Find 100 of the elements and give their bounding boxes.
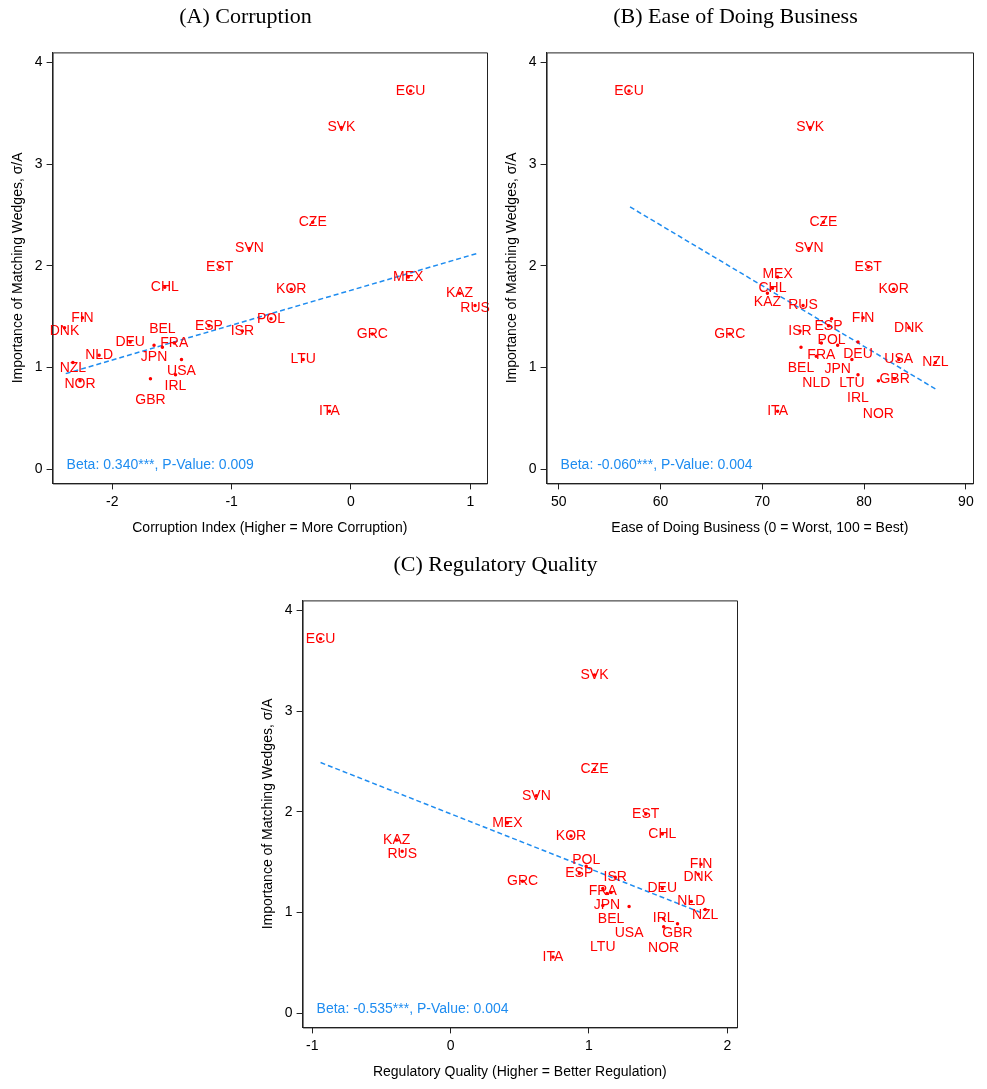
x-tick-label: 0 (347, 492, 356, 509)
y-tick-label: 4 (528, 53, 537, 70)
y-tick-label: 2 (34, 256, 43, 273)
y-tick-label: 4 (34, 53, 43, 70)
y-tick-label: 1 (34, 358, 43, 375)
data-label: CZE (298, 213, 327, 230)
y-tick-label: 2 (284, 802, 293, 819)
data-label: IRL (164, 377, 187, 394)
y-tick-label: 0 (34, 460, 43, 477)
x-tick-label: -2 (106, 492, 119, 509)
data-label: EST (632, 804, 660, 821)
data-label: RUS (387, 845, 417, 862)
x-axis-title: Corruption Index (Higher = More Corruption) (132, 519, 408, 536)
data-label: NOR (862, 404, 894, 421)
data-label: LTU (590, 938, 616, 955)
data-label: CHL (150, 278, 179, 295)
data-label: USA (167, 362, 197, 379)
data-label: KOR (878, 280, 909, 297)
data-label: EST (206, 257, 234, 274)
y-tick-label: 0 (284, 1004, 293, 1021)
data-label: NLD (677, 892, 706, 909)
data-label: ITA (542, 947, 565, 964)
data-label: SVN (235, 239, 264, 256)
data-label: ISR (788, 321, 812, 338)
data-label: ISR (603, 868, 627, 885)
x-tick-label: 60 (652, 492, 669, 509)
data-label: POL (817, 330, 846, 347)
chart-title: (C) Regulatory Quality (393, 550, 598, 576)
data-label: EST (854, 257, 883, 274)
y-tick-label: 1 (528, 358, 537, 375)
data-label: ESP (814, 316, 843, 333)
data-label: NLD (802, 374, 831, 391)
data-label: DEU (843, 344, 873, 361)
chart-title: (B) Ease of Doing Business (613, 2, 858, 28)
data-label: BEL (597, 910, 625, 927)
annotation: Beta: -0.535***, P-Value: 0.004 (316, 1000, 509, 1017)
data-label: JPN (140, 348, 168, 365)
data-label: NOR (648, 938, 680, 955)
data-label: CZE (809, 213, 838, 230)
data-label: SVK (796, 118, 825, 135)
data-label: LTU (839, 374, 865, 391)
data-label: SVK (327, 118, 357, 135)
data-label: FIN (71, 308, 94, 325)
x-tick-label: 1 (466, 492, 475, 509)
y-axis-title: Importance of Matching Wedges, σ/A (9, 151, 26, 384)
x-axis-title: Ease of Doing Business (0 = Worst, 100 = Best) (611, 519, 909, 536)
data-label: KOR (276, 280, 307, 297)
data-label: FRA (807, 345, 837, 362)
data-label: BEL (787, 359, 815, 376)
data-label: MEX (492, 813, 524, 830)
y-tick-label: 1 (284, 903, 293, 920)
data-label: NOR (64, 374, 96, 391)
data-label: JPN (824, 360, 851, 377)
x-tick-label: -1 (306, 1036, 319, 1053)
x-tick-label: 80 (856, 492, 873, 509)
x-axis-title: Regulatory Quality (Higher = Better Regulation) (372, 1063, 667, 1080)
data-label: BEL (149, 320, 176, 337)
data-label: NZL (922, 353, 949, 370)
annotation: Beta: -0.060***, P-Value: 0.004 (560, 456, 753, 473)
annotation: Beta: 0.340***, P-Value: 0.009 (66, 456, 255, 473)
data-label: CZE (580, 760, 609, 777)
data-label: ISR (230, 321, 255, 338)
data-label: LTU (290, 350, 316, 367)
data-label: MEX (393, 267, 425, 284)
x-tick-label: 1 (585, 1036, 594, 1053)
y-tick-label: 0 (528, 460, 537, 477)
y-axis-title: Importance of Matching Wedges, σ/A (503, 151, 520, 384)
data-label: ITA (319, 402, 341, 419)
data-label: USA (884, 350, 914, 367)
y-tick-label: 4 (284, 601, 293, 618)
y-tick-label: 3 (284, 702, 293, 719)
data-label: ITA (767, 402, 789, 419)
data-label: IRL (847, 389, 870, 406)
data-label: POL (256, 309, 286, 326)
data-label: GBR (879, 369, 910, 386)
data-label: GBR (662, 923, 693, 940)
x-tick-label: -1 (225, 492, 239, 509)
data-label: FRA (588, 882, 618, 899)
y-tick-label: 3 (528, 155, 537, 172)
y-tick-label: 2 (528, 256, 537, 273)
data-label: IRL (652, 909, 675, 926)
x-tick-label: 90 (958, 492, 974, 509)
data-label: NZL (691, 906, 719, 923)
data-label: ECU (305, 629, 336, 646)
x-tick-label: 0 (446, 1036, 455, 1053)
data-label: GBR (135, 390, 166, 407)
data-label: DEU (647, 879, 678, 896)
data-label: ESP (194, 316, 223, 333)
data-label: DNK (894, 318, 925, 335)
data-label: ECU (614, 81, 644, 98)
data-label: DEU (115, 332, 145, 349)
data-label: ECU (395, 81, 426, 98)
data-label: SVN (794, 239, 824, 256)
data-label: MEX (762, 264, 794, 281)
y-tick-label: 3 (34, 155, 43, 172)
data-label: GRC (714, 324, 746, 341)
data-label: GRC (507, 872, 539, 889)
chart-title: (A) Corruption (179, 2, 312, 28)
y-axis-title: Importance of Matching Wedges, σ/A (259, 697, 276, 930)
x-tick-label: 2 (723, 1036, 732, 1053)
